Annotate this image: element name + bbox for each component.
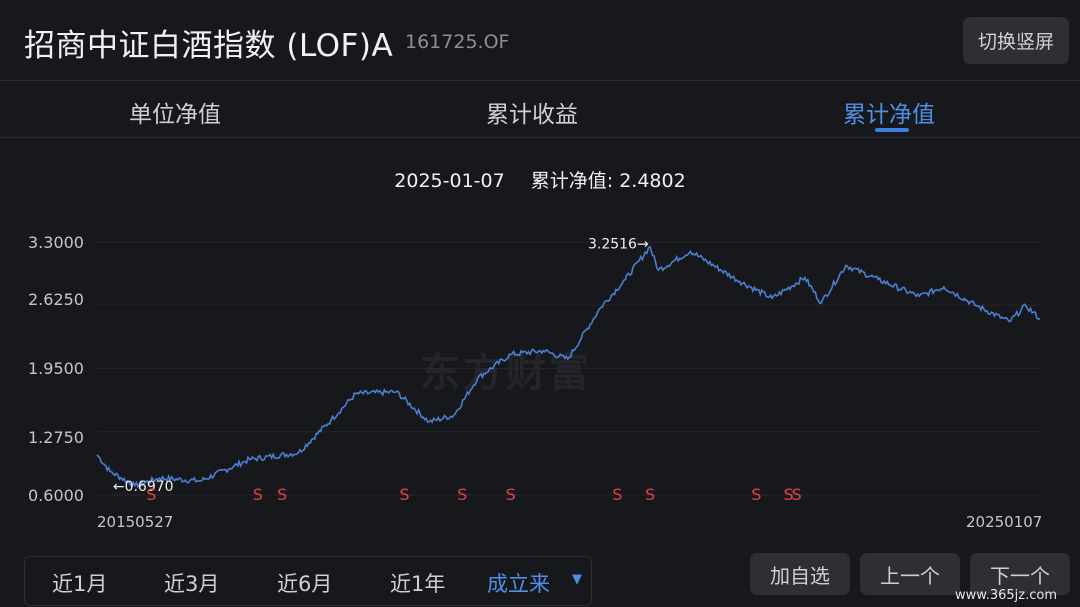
fund-name: 招商中证白酒指数 (LOF)A bbox=[24, 28, 394, 64]
tab-cumulative-return[interactable]: 累计收益 bbox=[486, 102, 578, 128]
period-selector bbox=[24, 556, 592, 606]
add-watchlist-button[interactable]: 加自选 bbox=[750, 553, 850, 595]
sell-marker[interactable]: S bbox=[751, 485, 761, 504]
sell-marker[interactable]: S bbox=[457, 485, 467, 504]
switch-orientation-button[interactable]: 切换竖屏 bbox=[963, 17, 1069, 64]
chart-readout: 2025-01-07 累计净值: 2.4802 bbox=[0, 166, 1080, 193]
sell-marker[interactable]: S bbox=[146, 485, 156, 504]
tabs-divider bbox=[0, 137, 1080, 138]
min-value-label: ←0.6970 bbox=[113, 479, 174, 495]
readout-value: 累计净值: 2.4802 bbox=[530, 170, 686, 192]
y-tick-label: 3.3000 bbox=[28, 233, 84, 252]
y-tick-label: 0.6000 bbox=[28, 486, 84, 505]
tab-cumulative-nav[interactable]: 累计净值 bbox=[843, 102, 935, 128]
period-1y[interactable]: 近1年 bbox=[390, 572, 446, 596]
sell-marker[interactable]: S bbox=[792, 485, 802, 504]
header: 招商中证白酒指数 (LOF)A 161725.OF 切换竖屏 bbox=[0, 0, 1080, 80]
sell-marker[interactable]: S bbox=[612, 485, 622, 504]
x-tick-label: 20250107 bbox=[966, 513, 1043, 531]
header-divider bbox=[0, 80, 1080, 81]
period-since-inception[interactable]: 成立来 bbox=[487, 572, 550, 596]
sell-marker[interactable]: S bbox=[399, 485, 409, 504]
sell-marker[interactable]: S bbox=[277, 485, 287, 504]
period-3m[interactable]: 近3月 bbox=[164, 572, 220, 596]
fund-code: 161725.OF bbox=[405, 31, 510, 53]
y-tick-label: 2.6250 bbox=[28, 290, 84, 309]
max-value-label: 3.2516→ bbox=[588, 237, 649, 253]
next-button[interactable]: 下一个 bbox=[970, 553, 1070, 595]
period-6m[interactable]: 近6月 bbox=[277, 572, 333, 596]
x-tick-label: 20150527 bbox=[97, 513, 174, 531]
previous-button[interactable]: 上一个 bbox=[860, 553, 960, 595]
sell-marker[interactable]: S bbox=[645, 485, 655, 504]
active-tab-indicator bbox=[875, 128, 909, 132]
nav-series-line bbox=[96, 245, 1041, 489]
sell-marker[interactable]: S bbox=[783, 485, 793, 504]
sell-marker[interactable]: S bbox=[506, 485, 516, 504]
dropdown-caret-icon[interactable]: ▼ bbox=[572, 572, 582, 587]
y-tick-label: 1.2750 bbox=[28, 428, 84, 447]
chart-watermark: 东方财富 bbox=[420, 350, 592, 396]
sell-marker[interactable]: S bbox=[253, 485, 263, 504]
y-tick-label: 1.9500 bbox=[28, 359, 84, 378]
readout-date: 2025-01-07 bbox=[394, 170, 505, 192]
tab-unit-nav[interactable]: 单位净值 bbox=[129, 102, 221, 128]
period-1m[interactable]: 近1月 bbox=[52, 572, 108, 596]
site-watermark: www.365jz.com bbox=[955, 588, 1057, 603]
